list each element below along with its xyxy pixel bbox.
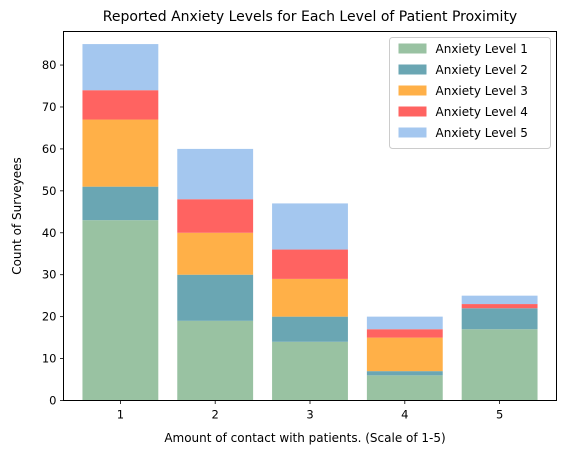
bar-cat1-level2 xyxy=(82,186,159,221)
y-axis-ticks: 0 10 20 30 40 50 60 70 80 xyxy=(42,58,64,408)
bar-cat5-level2 xyxy=(461,308,538,330)
bar-cat1-level3 xyxy=(82,119,159,187)
y-tick-label: 80 xyxy=(42,58,57,72)
legend-label-level3: Anxiety Level 3 xyxy=(436,84,528,98)
legend: Anxiety Level 1 Anxiety Level 2 Anxiety Le… xyxy=(389,37,551,149)
y-axis-label: Count of Surveyees xyxy=(10,157,24,275)
y-tick-label: 10 xyxy=(42,352,57,366)
bar-cat2-level1 xyxy=(177,320,254,401)
bar-cat1-level5 xyxy=(82,44,159,91)
bar-cat3-level1 xyxy=(272,341,348,401)
legend-swatch-level3 xyxy=(398,85,427,96)
bar-cat5-level1 xyxy=(461,329,538,401)
x-tick-label: 2 xyxy=(212,408,219,422)
y-tick-label: 50 xyxy=(42,184,57,198)
legend-swatch-level5 xyxy=(398,127,427,138)
bar-cat4-level1 xyxy=(366,375,443,401)
legend-frame xyxy=(389,37,551,149)
legend-label-level2: Anxiety Level 2 xyxy=(436,63,528,77)
legend-label-level4: Anxiety Level 4 xyxy=(436,105,528,119)
legend-swatch-level2 xyxy=(398,64,427,75)
y-tick-label: 20 xyxy=(42,310,57,324)
bar-cat2-level4 xyxy=(177,199,254,233)
y-tick-label: 30 xyxy=(42,268,57,282)
x-tick-label: 4 xyxy=(401,408,408,422)
bar-cat2-level3 xyxy=(177,232,254,275)
bar-cat3-level4 xyxy=(272,249,348,279)
x-axis-ticks: 1 2 3 4 5 xyxy=(117,400,503,422)
legend-swatch-level1 xyxy=(398,43,427,54)
legend-swatch-level4 xyxy=(398,106,427,117)
bar-cat4-level5 xyxy=(366,316,443,330)
x-tick-label: 3 xyxy=(306,408,313,422)
y-tick-label: 0 xyxy=(49,394,56,408)
bar-cat4-level2 xyxy=(366,371,443,376)
bars-group xyxy=(82,44,538,401)
y-tick-label: 40 xyxy=(42,226,57,240)
legend-label-level5: Anxiety Level 5 xyxy=(436,126,528,140)
bar-cat2-level2 xyxy=(177,274,254,321)
y-tick-label: 60 xyxy=(42,142,57,156)
bar-cat5-level4 xyxy=(461,304,538,309)
legend-label-level1: Anxiety Level 1 xyxy=(436,42,528,56)
bar-cat3-level2 xyxy=(272,316,348,342)
bar-cat1-level4 xyxy=(82,90,159,120)
x-tick-label: 1 xyxy=(117,408,124,422)
bar-cat5-level5 xyxy=(461,295,538,305)
bar-cat3-level3 xyxy=(272,278,348,317)
bar-cat4-level3 xyxy=(366,337,443,372)
x-axis-label: Amount of contact with patients. (Scale … xyxy=(164,431,445,445)
plot-frame xyxy=(63,31,557,401)
x-tick-label: 5 xyxy=(496,408,503,422)
bar-cat4-level4 xyxy=(366,329,443,338)
bar-cat3-level5 xyxy=(272,203,348,250)
bar-cat2-level5 xyxy=(177,148,254,200)
y-tick-label: 70 xyxy=(42,100,57,114)
chart-title: Reported Anxiety Levels for Each Level o… xyxy=(103,9,517,25)
bar-cat1-level1 xyxy=(82,220,159,401)
